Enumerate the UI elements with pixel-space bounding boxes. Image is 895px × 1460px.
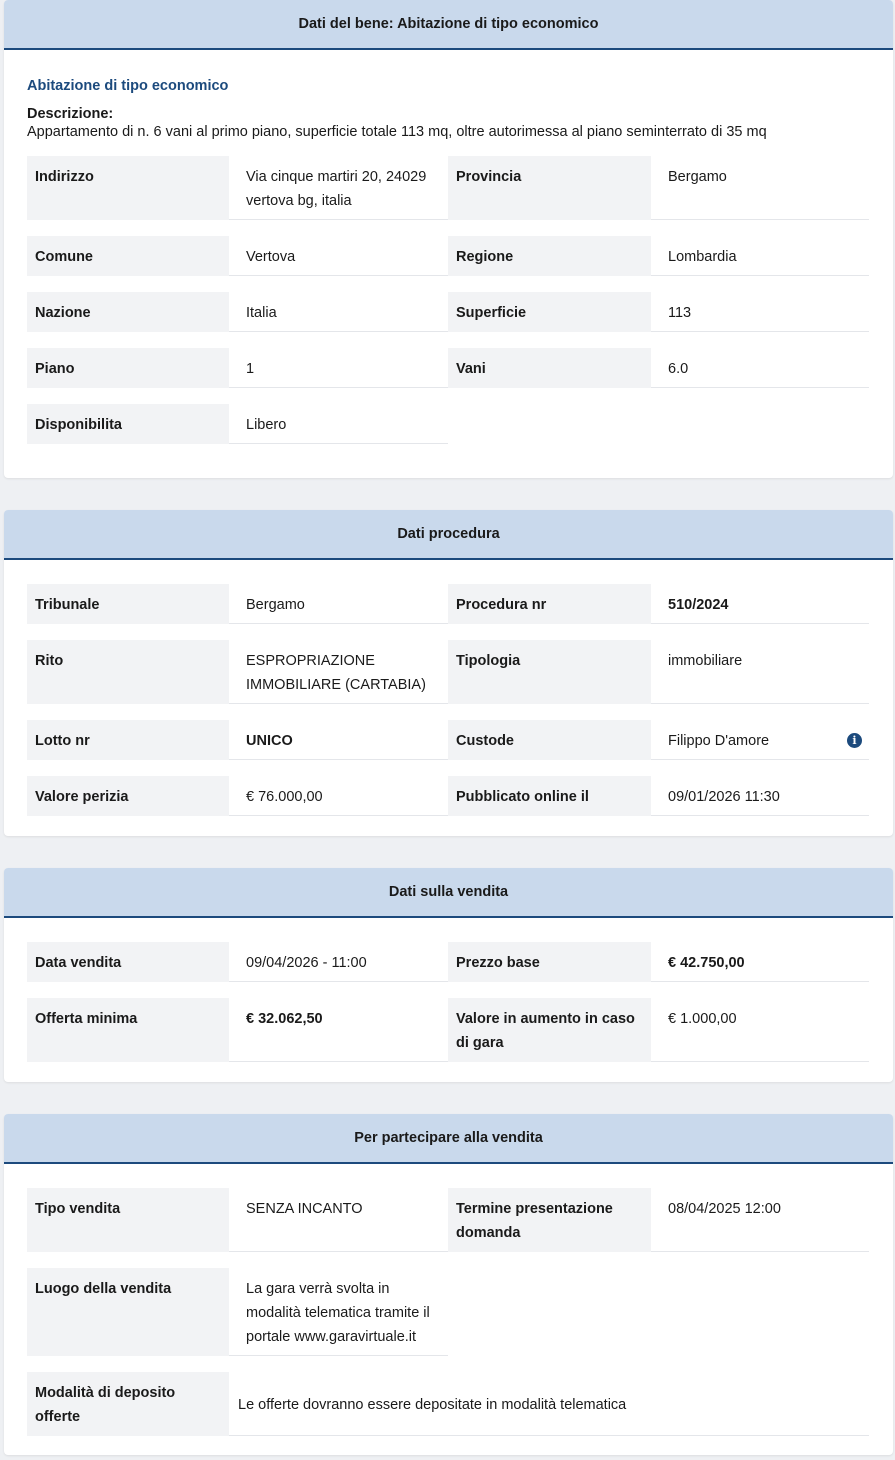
detail-row: Lotto nr UNICO Custode Filippo D'amore i xyxy=(27,720,870,760)
detail-row: Rito ESPROPRIAZIONE IMMOBILIARE (CARTABIA… xyxy=(27,640,870,704)
section-title: Dati procedura xyxy=(4,510,893,560)
valore-in-aumento-in-caso-di-gara-value: € 1.000,00 xyxy=(651,998,869,1062)
piano-label: Piano xyxy=(27,348,229,388)
superficie-value: 113 xyxy=(651,292,869,332)
detail-row: Modalità di deposito offerte Le offerte d… xyxy=(27,1372,870,1436)
piano-value: 1 xyxy=(229,348,448,388)
section-card: Per partecipare alla vendita Tipo vendita… xyxy=(4,1114,893,1455)
custode-text: Filippo D'amore xyxy=(668,733,770,749)
section-card: Dati procedura Tribunale Bergamo Procedura … xyxy=(4,510,893,836)
info-icon[interactable]: i xyxy=(847,733,862,748)
luogo-della-vendita-label: Luogo della vendita xyxy=(27,1268,229,1356)
modalita-di-deposito-offerte-label: Modalità di deposito offerte xyxy=(27,1372,229,1436)
description-text: Appartamento di n. 6 vani al primo piano… xyxy=(27,124,767,140)
tipologia-value: immobiliare xyxy=(651,640,869,704)
detail-row: Nazione Italia Superficie 113 xyxy=(27,292,870,332)
data-vendita-value: 09/04/2026 - 11:00 xyxy=(229,942,448,982)
item-subtitle: Abitazione di tipo economico xyxy=(27,78,229,94)
section-title: Dati del bene: Abitazione di tipo econom… xyxy=(4,0,893,50)
nazione-label: Nazione xyxy=(27,292,229,332)
lotto-nr-label: Lotto nr xyxy=(27,720,229,760)
procedura-nr-value: 510/2024 xyxy=(651,584,869,624)
indirizzo-label: Indirizzo xyxy=(27,156,229,220)
detail-row: Indirizzo Via cinque martiri 20, 24029 ve… xyxy=(27,156,870,220)
rito-label: Rito xyxy=(27,640,229,704)
prezzo-base-label: Prezzo base xyxy=(448,942,651,982)
tipologia-label: Tipologia xyxy=(448,640,651,704)
detail-row: Valore perizia € 76.000,00 Pubblicato onli… xyxy=(27,776,870,816)
detail-row: Luogo della vendita La gara verrà svolta … xyxy=(27,1268,870,1356)
detail-row: Disponibilita Libero xyxy=(27,404,870,444)
vani-label: Vani xyxy=(448,348,651,388)
regione-label: Regione xyxy=(448,236,651,276)
termine-presentazione-domanda-value: 08/04/2025 12:00 xyxy=(651,1188,869,1252)
offerta-minima-value: € 32.062,50 xyxy=(229,998,448,1062)
provincia-label: Provincia xyxy=(448,156,651,220)
section-title: Per partecipare alla vendita xyxy=(4,1114,893,1164)
superficie-label: Superficie xyxy=(448,292,651,332)
section-card: Dati del bene: Abitazione di tipo econom… xyxy=(4,0,893,478)
data-vendita-label: Data vendita xyxy=(27,942,229,982)
section-title: Dati sulla vendita xyxy=(4,868,893,918)
detail-row: Data vendita 09/04/2026 - 11:00 Prezzo bas… xyxy=(27,942,870,982)
detail-row: Comune Vertova Regione Lombardia xyxy=(27,236,870,276)
vani-value: 6.0 xyxy=(651,348,869,388)
custode-label: Custode xyxy=(448,720,651,760)
disponibilita-value: Libero xyxy=(229,404,448,444)
pubblicato-online-il-value: 09/01/2026 11:30 xyxy=(651,776,869,816)
valore-in-aumento-in-caso-di-gara-label: Valore in aumento in caso di gara xyxy=(448,998,651,1062)
custode-value: Filippo D'amore i xyxy=(651,720,869,760)
detail-row: Tribunale Bergamo Procedura nr 510/2024 xyxy=(27,584,870,624)
comune-label: Comune xyxy=(27,236,229,276)
section-body: Abitazione di tipo economico Descrizione:… xyxy=(4,78,893,468)
tipo-vendita-label: Tipo vendita xyxy=(27,1188,229,1252)
detail-row: Offerta minima € 32.062,50 Valore in aumen… xyxy=(27,998,870,1062)
section-body: Tribunale Bergamo Procedura nr 510/2024 Rito… xyxy=(4,560,893,840)
lotto-nr-value: UNICO xyxy=(229,720,448,760)
pubblicato-online-il-label: Pubblicato online il xyxy=(448,776,651,816)
section-card: Dati sulla vendita Data vendita 09/04/2026… xyxy=(4,868,893,1082)
detail-row: Tipo vendita SENZA INCANTO Termine present… xyxy=(27,1188,870,1252)
offerta-minima-label: Offerta minima xyxy=(27,998,229,1062)
tribunale-value: Bergamo xyxy=(229,584,448,624)
disponibilita-label: Disponibilita xyxy=(27,404,229,444)
valore-perizia-label: Valore perizia xyxy=(27,776,229,816)
comune-value: Vertova xyxy=(229,236,448,276)
nazione-value: Italia xyxy=(229,292,448,332)
modalita-di-deposito-offerte-value: Le offerte dovranno essere depositate in… xyxy=(229,1372,869,1436)
section-body: Data vendita 09/04/2026 - 11:00 Prezzo bas… xyxy=(4,918,893,1086)
indirizzo-value: Via cinque martiri 20, 24029 vertova bg,… xyxy=(229,156,448,220)
regione-value: Lombardia xyxy=(651,236,869,276)
tipo-vendita-value: SENZA INCANTO xyxy=(229,1188,448,1252)
detail-row: Piano 1 Vani 6.0 xyxy=(27,348,870,388)
tribunale-label: Tribunale xyxy=(27,584,229,624)
provincia-value: Bergamo xyxy=(651,156,869,220)
description-label: Descrizione: xyxy=(27,106,114,122)
rito-value: ESPROPRIAZIONE IMMOBILIARE (CARTABIA) xyxy=(229,640,448,704)
procedura-nr-label: Procedura nr xyxy=(448,584,651,624)
valore-perizia-value: € 76.000,00 xyxy=(229,776,448,816)
luogo-della-vendita-value: La gara verrà svolta in modalità telemat… xyxy=(229,1268,448,1356)
section-body: Tipo vendita SENZA INCANTO Termine present… xyxy=(4,1164,893,1460)
prezzo-base-value: € 42.750,00 xyxy=(651,942,869,982)
termine-presentazione-domanda-label: Termine presentazione domanda xyxy=(448,1188,651,1252)
